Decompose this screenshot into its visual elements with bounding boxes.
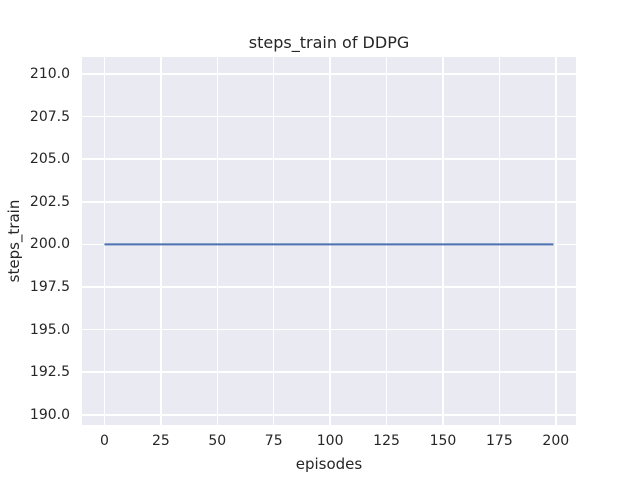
chart-title: steps_train of DDPG [248,33,410,52]
x-gridline [216,57,219,425]
y-tick-label: 202.5 [29,193,70,210]
y-gridline [82,73,576,75]
x-tick-label: 25 [151,433,170,449]
x-gridline [498,57,501,425]
x-tick-label: 175 [486,433,513,449]
y-gridline [82,158,576,160]
y-gridline [82,328,576,331]
y-tick-label: 210.0 [29,66,70,83]
y-gridline [82,286,576,288]
y-gridline [82,115,576,118]
y-gridline [82,371,576,373]
x-tick-label: 200 [542,433,570,449]
x-gridline [555,57,557,425]
x-gridline [160,57,162,425]
x-gridline [103,57,106,425]
y-tick-label: 195.0 [29,321,70,338]
y-gridline [82,414,576,416]
x-gridline [329,57,331,425]
y-tick-label: 205.0 [29,151,70,168]
x-tick-label: 0 [99,433,109,449]
y-gridline [82,201,576,203]
x-tick-label: 125 [373,433,400,449]
series-layer [104,243,554,246]
x-gridline [272,57,275,425]
plot-area [82,57,576,425]
x-axis-label: episodes [295,455,363,473]
y-tick-label: 190.0 [29,406,70,423]
x-tick-label: 75 [264,433,283,449]
y-tick-label: 192.5 [29,364,70,381]
y-tick-label: 197.5 [29,279,70,295]
y-tick-label: 200.0 [29,236,70,253]
y-tick-label: 207.5 [29,108,70,125]
x-gridline [442,57,444,425]
x-tick-label: 150 [429,433,457,449]
x-tick-label: 50 [208,433,227,449]
x-gridline [385,57,388,425]
x-tick-label: 100 [316,433,344,449]
